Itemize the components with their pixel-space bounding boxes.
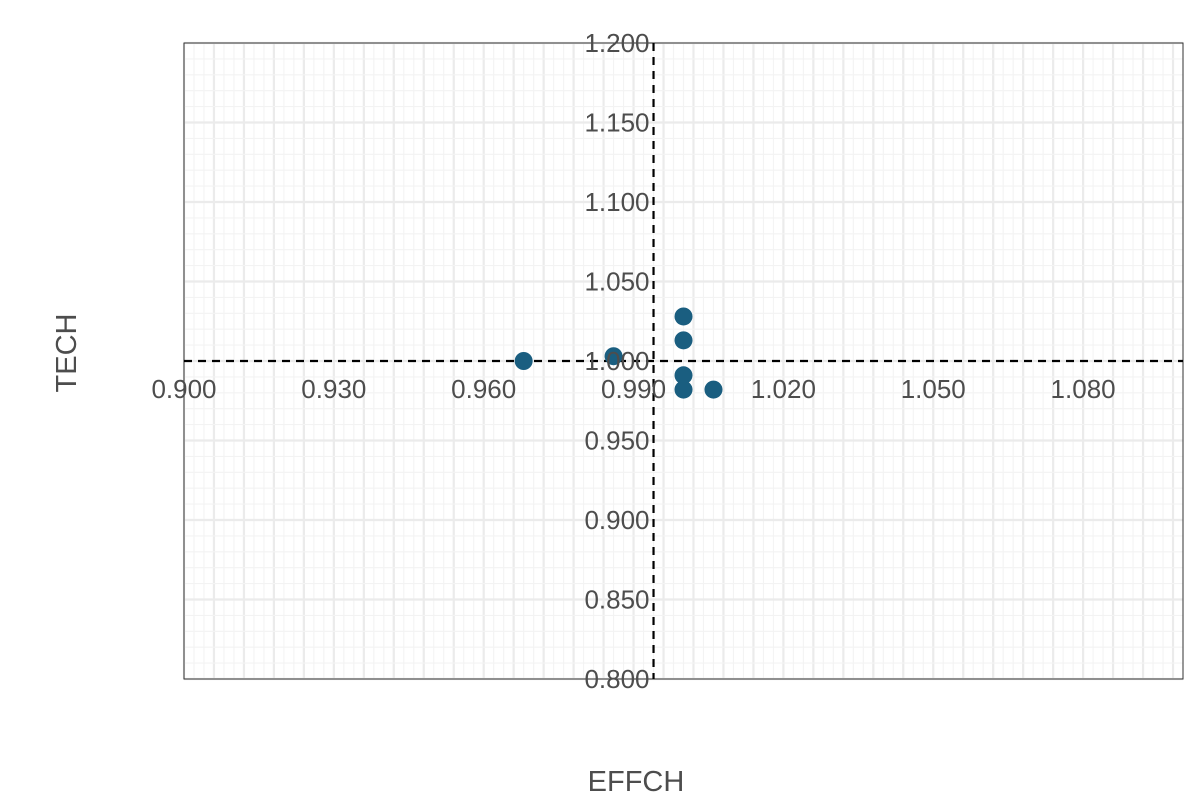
x-tick-label: 1.020	[751, 374, 816, 404]
x-tick-labels: 0.900 0.930 0.960 0.990 1.020 1.050 1.080	[151, 374, 1115, 404]
y-tick-label: 0.900	[584, 505, 649, 535]
y-tick-label: 0.850	[584, 585, 649, 615]
data-point	[674, 331, 693, 350]
x-tick-label: 0.900	[151, 374, 216, 404]
y-tick-label: 1.150	[584, 108, 649, 138]
y-tick-label: 1.200	[584, 28, 649, 58]
y-tick-label: 0.950	[584, 426, 649, 456]
grid	[182, 41, 1184, 681]
y-tick-labels: 0.800 0.850 0.900 0.950 1.000 1.050 1.100 1.150…	[584, 28, 649, 694]
data-point	[674, 307, 693, 326]
y-tick-label: 1.050	[584, 267, 649, 297]
y-axis-title: TECH	[51, 314, 83, 393]
data-point	[604, 347, 623, 366]
data-point	[674, 366, 693, 385]
x-tick-label: 0.990	[601, 374, 666, 404]
x-tick-label: 0.960	[451, 374, 516, 404]
x-tick-label: 0.930	[301, 374, 366, 404]
x-tick-label: 1.050	[901, 374, 966, 404]
data-point	[674, 380, 693, 399]
y-tick-label: 1.100	[584, 187, 649, 217]
y-tick-label: 1.000	[584, 346, 649, 376]
data-point	[704, 380, 723, 399]
x-tick-label: 1.080	[1051, 374, 1116, 404]
y-tick-label: 0.800	[584, 664, 649, 694]
data-points	[514, 307, 723, 399]
x-axis-title: EFFCH	[588, 766, 685, 798]
data-point	[514, 352, 533, 370]
